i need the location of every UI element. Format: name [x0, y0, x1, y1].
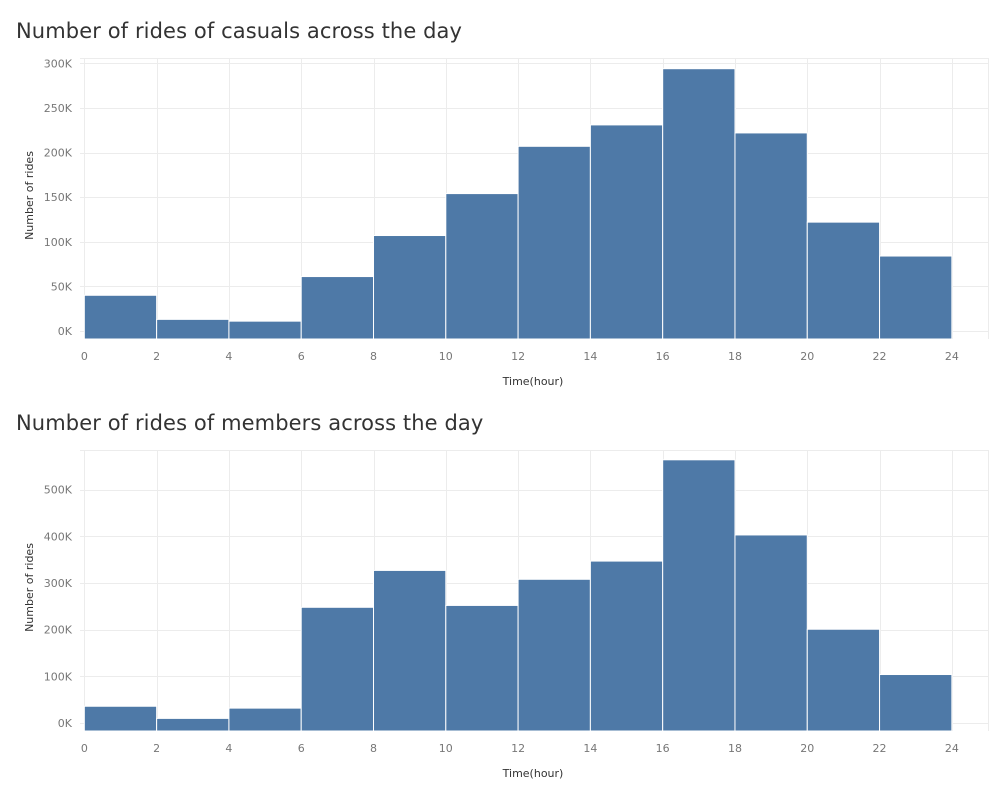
x-tick-label: 14 — [583, 350, 597, 363]
x-tick-label: 22 — [873, 350, 887, 363]
y-tick-label: 0K — [58, 325, 73, 338]
x-tick-label: 14 — [583, 742, 597, 755]
bar — [83, 705, 158, 732]
x-tick-label: 22 — [873, 742, 887, 755]
x-tick-label: 16 — [656, 742, 670, 755]
bar — [83, 294, 158, 340]
chart-panel-casuals: Number of rides of casuals across the da… — [0, 0, 999, 392]
bar — [879, 255, 953, 340]
x-tick-label: 4 — [225, 742, 232, 755]
bar — [300, 276, 375, 340]
x-tick-label: 16 — [656, 350, 670, 363]
y-axis-title: Number of rides — [23, 543, 36, 632]
bar — [228, 320, 302, 340]
x-tick-label: 2 — [153, 350, 160, 363]
chart-title: Number of rides of casuals across the da… — [16, 19, 463, 43]
bar — [662, 68, 736, 340]
x-tick-label: 24 — [945, 742, 959, 755]
bar — [662, 459, 736, 732]
x-tick-label: 20 — [800, 350, 814, 363]
x-axis-title: Time(hour) — [502, 375, 564, 388]
y-tick-label: 50K — [51, 280, 73, 293]
x-tick-label: 20 — [800, 742, 814, 755]
bar — [373, 569, 447, 732]
x-tick-label: 0 — [81, 350, 88, 363]
y-axis-title: Number of rides — [23, 151, 36, 240]
bar — [445, 604, 519, 732]
y-tick-label: 100K — [44, 236, 73, 249]
bar — [228, 707, 302, 732]
chart-title: Number of rides of members across the da… — [16, 411, 484, 435]
bar — [734, 534, 808, 732]
y-tick-label: 150K — [44, 191, 73, 204]
x-tick-label: 0 — [81, 742, 88, 755]
y-tick-label: 200K — [44, 147, 73, 160]
x-tick-label: 6 — [298, 350, 305, 363]
bar — [445, 193, 519, 340]
y-tick-label: 500K — [44, 484, 73, 497]
x-tick-label: 12 — [511, 742, 525, 755]
x-axis-title: Time(hour) — [502, 767, 564, 780]
y-tick-label: 250K — [44, 102, 73, 115]
y-tick-label: 300K — [44, 57, 73, 70]
bar — [156, 318, 230, 340]
x-tick-label: 18 — [728, 350, 742, 363]
x-tick-label: 18 — [728, 742, 742, 755]
chart-panel-members: Number of rides of members across the da… — [0, 392, 999, 784]
bar — [300, 606, 375, 732]
bar — [879, 674, 953, 732]
x-tick-label: 2 — [153, 742, 160, 755]
bar — [517, 145, 591, 340]
y-tick-label: 400K — [44, 530, 73, 543]
y-tick-label: 0K — [58, 717, 73, 730]
x-tick-label: 6 — [298, 742, 305, 755]
x-tick-label: 8 — [370, 350, 377, 363]
bar — [589, 560, 664, 732]
bar — [806, 628, 881, 732]
x-tick-label: 10 — [439, 742, 453, 755]
bar — [734, 132, 808, 340]
x-tick-label: 12 — [511, 350, 525, 363]
y-tick-label: 200K — [44, 624, 73, 637]
bar — [517, 578, 591, 732]
x-tick-label: 10 — [439, 350, 453, 363]
x-tick-label: 4 — [225, 350, 232, 363]
bar — [806, 221, 881, 340]
x-tick-label: 24 — [945, 350, 959, 363]
bar — [589, 124, 664, 340]
y-tick-label: 100K — [44, 670, 73, 683]
bar — [156, 717, 230, 732]
y-tick-label: 300K — [44, 577, 73, 590]
bar — [373, 235, 447, 340]
x-tick-label: 8 — [370, 742, 377, 755]
